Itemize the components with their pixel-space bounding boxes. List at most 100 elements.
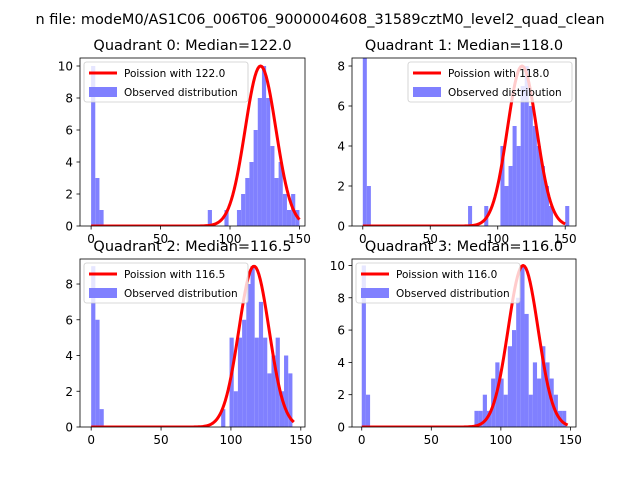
- legend-hist-swatch: [413, 87, 441, 97]
- panel-title: Quadrant 1: Median=118.0: [365, 38, 563, 54]
- y-tick-label: 6: [337, 324, 345, 338]
- y-tick-label: 6: [65, 124, 73, 138]
- x-tick-label: 0: [359, 232, 367, 246]
- x-tick-label: 100: [489, 433, 512, 447]
- histogram-bar: [284, 355, 289, 427]
- histogram-bar: [532, 126, 537, 226]
- histogram-bar: [271, 355, 276, 427]
- histogram-bar: [236, 210, 242, 226]
- histogram-bar: [512, 126, 517, 226]
- histogram-bar: [249, 162, 254, 226]
- y-tick-label: 8: [337, 60, 345, 74]
- histogram-bar: [474, 410, 479, 427]
- histogram-bar: [545, 362, 550, 427]
- x-tick-label: 100: [486, 232, 509, 246]
- legend-box: [83, 262, 249, 304]
- histogram-bar: [233, 391, 238, 427]
- histogram-bar: [278, 162, 283, 226]
- legend: Poission with 116.5 Observed distribution: [83, 262, 249, 304]
- histogram-bar: [279, 391, 285, 427]
- axes-frame: [79, 258, 306, 428]
- x-tick-label: 100: [219, 232, 242, 246]
- histogram-bar: [504, 186, 509, 226]
- y-tick-label: 4: [337, 356, 345, 370]
- legend-hist-label: Observed distribution: [448, 87, 562, 99]
- histogram-bar: [267, 373, 272, 427]
- x-tick-label: 0: [87, 433, 95, 447]
- x-tick-label: 150: [559, 433, 582, 447]
- histogram-bar: [361, 265, 366, 427]
- histogram-bar: [282, 194, 287, 226]
- histogram-bar: [99, 210, 104, 226]
- y-tick-label: 0: [337, 220, 345, 234]
- histogram-bar: [253, 130, 258, 226]
- histogram-bar: [224, 210, 229, 226]
- histogram-bar: [507, 346, 512, 427]
- histogram-bar: [516, 297, 521, 427]
- legend-hist-label: Observed distribution: [396, 288, 510, 300]
- legend-hist-swatch: [89, 288, 117, 298]
- histogram-bar: [520, 265, 525, 427]
- histogram-bar: [478, 410, 483, 427]
- legend-box: [407, 61, 573, 103]
- histogram-bar: [562, 410, 567, 427]
- histogram-bar: [512, 330, 517, 427]
- x-tick-label: 0: [87, 232, 95, 246]
- legend-hist-label: Observed distribution: [124, 288, 238, 300]
- histogram-bar: [241, 194, 246, 226]
- histogram-bar: [482, 394, 487, 427]
- legend-line-label: Poission with 118.0: [448, 68, 549, 80]
- histogram-bar: [221, 409, 226, 427]
- panel-title: Quadrant 0: Median=122.0: [93, 38, 291, 54]
- y-tick-label: 0: [337, 421, 345, 435]
- histogram-bar: [500, 146, 505, 226]
- y-tick-label: 0: [65, 220, 73, 234]
- histogram-bar: [95, 178, 100, 226]
- axes-frame: [351, 57, 577, 227]
- x-tick-label: 150: [288, 232, 311, 246]
- histogram-bar: [366, 186, 371, 226]
- histogram-bar: [541, 346, 546, 427]
- x-tick-label: 50: [423, 232, 438, 246]
- histogram-bar: [544, 186, 550, 226]
- panel-quadrant-1: 0 50 100 150 0 2 4 6 8 Quadrant 1: Median=118.0 Po…: [337, 38, 576, 246]
- y-tick-label: 4: [337, 140, 345, 154]
- histogram-bar: [468, 206, 473, 226]
- histogram-bars: [91, 66, 300, 226]
- y-tick-label: 8: [337, 291, 345, 305]
- histogram-bar: [365, 394, 371, 427]
- y-tick-label: 8: [65, 92, 73, 106]
- histogram-bar: [91, 66, 96, 226]
- histogram-bar: [532, 362, 538, 427]
- histogram-bar: [263, 337, 268, 427]
- y-tick-label: 2: [337, 388, 345, 402]
- panel-quadrant-2: 0 50 100 150 0 2 4 6 8 Quadrant 2: Median=116.5 Po…: [65, 239, 312, 447]
- legend-line-label: Poission with 116.0: [396, 269, 497, 281]
- y-tick-label: 6: [337, 100, 345, 114]
- histogram-bar: [499, 378, 504, 427]
- histogram-bar: [516, 146, 521, 226]
- legend: Poission with 118.0 Observed distribution: [407, 61, 573, 103]
- histogram-bar: [537, 378, 542, 427]
- histogram-bar: [242, 319, 247, 427]
- axes-frame: [351, 258, 577, 428]
- y-tick-label: 8: [65, 278, 73, 292]
- legend-line-label: Poission with 116.5: [124, 269, 225, 281]
- histogram-bar: [549, 206, 554, 226]
- histogram-bar: [524, 66, 529, 226]
- legend-line-label: Poission with 122.0: [124, 68, 225, 80]
- x-tick-label: 50: [153, 232, 168, 246]
- histogram-bar: [250, 266, 255, 427]
- histogram-bar: [286, 210, 292, 226]
- legend-hist-swatch: [361, 288, 389, 298]
- histogram-bar: [229, 337, 234, 427]
- x-tick-label: 150: [289, 433, 312, 447]
- x-tick-label: 150: [554, 232, 577, 246]
- y-tick-label: 2: [65, 385, 73, 399]
- legend-hist-swatch: [89, 87, 117, 97]
- histogram-bar: [524, 313, 529, 427]
- histogram-bar: [508, 166, 513, 226]
- histogram-bar: [266, 98, 271, 226]
- histogram-bar: [246, 284, 251, 427]
- histogram-bar: [536, 146, 541, 226]
